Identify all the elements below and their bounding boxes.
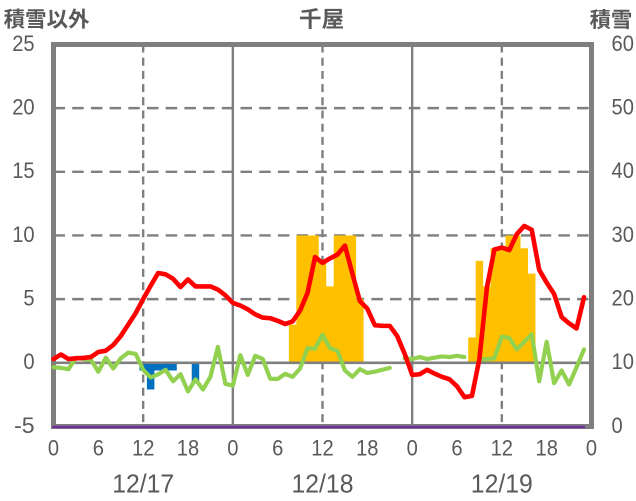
svg-text:12/17: 12/17 <box>112 468 174 498</box>
svg-text:0: 0 <box>23 349 34 374</box>
svg-text:50: 50 <box>612 94 634 119</box>
svg-text:60: 60 <box>612 31 634 56</box>
svg-text:5: 5 <box>23 285 34 310</box>
svg-text:20: 20 <box>612 285 634 310</box>
svg-text:10: 10 <box>12 222 34 247</box>
svg-text:12/18: 12/18 <box>292 468 354 498</box>
svg-text:0: 0 <box>227 436 238 461</box>
svg-text:12/19: 12/19 <box>471 468 533 498</box>
svg-text:0: 0 <box>586 436 597 461</box>
svg-text:0: 0 <box>48 436 59 461</box>
svg-text:6: 6 <box>272 436 283 461</box>
svg-text:25: 25 <box>12 31 34 56</box>
svg-text:-5: -5 <box>14 413 35 438</box>
svg-text:30: 30 <box>612 222 634 247</box>
svg-text:10: 10 <box>612 349 634 374</box>
svg-text:40: 40 <box>612 158 634 183</box>
svg-text:18: 18 <box>177 436 199 461</box>
svg-text:18: 18 <box>536 436 558 461</box>
svg-text:12: 12 <box>311 436 333 461</box>
svg-text:6: 6 <box>451 436 462 461</box>
svg-text:0: 0 <box>407 436 418 461</box>
svg-text:0: 0 <box>612 413 623 438</box>
svg-text:15: 15 <box>12 158 34 183</box>
svg-text:12: 12 <box>491 436 513 461</box>
svg-text:18: 18 <box>356 436 378 461</box>
svg-text:12: 12 <box>132 436 154 461</box>
svg-text:6: 6 <box>93 436 104 461</box>
svg-text:20: 20 <box>12 94 34 119</box>
